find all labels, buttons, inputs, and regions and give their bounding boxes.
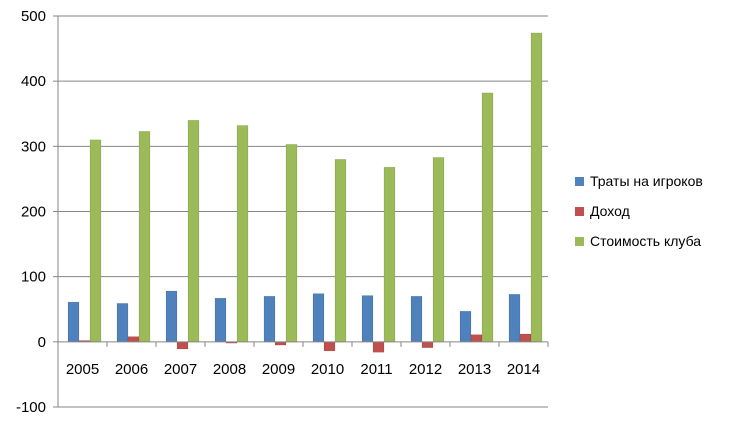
x-tick-label: 2006 (115, 361, 148, 378)
y-tick-label: 100 (21, 269, 46, 286)
bar-Траты на игроков-2008 (214, 297, 227, 343)
bar-Доход-2012 (421, 341, 434, 348)
bar-Доход-2011 (372, 341, 385, 353)
bar-Траты на игроков-2011 (361, 295, 374, 343)
bar-Стоимость клуба-2008 (236, 125, 249, 343)
x-tick-label: 2009 (262, 361, 295, 378)
bar-Траты на игроков-2010 (312, 293, 325, 343)
bar-Стоимость клуба-2007 (187, 119, 200, 343)
y-tick-label: 200 (21, 204, 46, 221)
y-axis-tick-labels: -100 0 100 200 300 400 500 (16, 8, 46, 416)
y-tick-label: 400 (21, 73, 46, 90)
y-tick-label: -100 (16, 399, 46, 416)
legend-swatch (575, 177, 584, 186)
bar-Доход-2006 (127, 336, 140, 343)
bar-Траты на игроков-2014 (508, 293, 521, 343)
x-tick-label: 2005 (66, 361, 99, 378)
axes (57, 16, 549, 407)
legend: Траты на игроков Доход Стоимость клуба (575, 173, 703, 249)
bar-Стоимость клуба-2006 (138, 131, 151, 343)
x-tick-label: 2013 (458, 361, 491, 378)
bar-Стоимость клуба-2012 (432, 157, 445, 343)
bar-Траты на игроков-2005 (67, 301, 80, 343)
bar-Стоимость клуба-2011 (383, 166, 396, 343)
bar-Доход-2013 (470, 334, 483, 343)
bar-Траты на игроков-2006 (116, 303, 129, 343)
bar-Стоимость клуба-2014 (530, 32, 543, 343)
x-tick-label: 2011 (360, 361, 392, 378)
bar-Доход-2007 (176, 341, 189, 350)
y-tick-label: 300 (21, 138, 46, 155)
x-tick-label: 2007 (164, 361, 197, 378)
bar-Стоимость клуба-2013 (481, 92, 494, 343)
bar-Стоимость клуба-2009 (285, 144, 298, 343)
bar-Стоимость клуба-2005 (89, 139, 102, 343)
y-tick-label: 0 (38, 334, 46, 351)
x-axis-tick-labels: 2005 2006 2007 2008 2009 2010 2011 2012 2013 2014 (66, 361, 540, 378)
bar-Траты на игроков-2013 (459, 310, 472, 343)
legend-label: Доход (590, 203, 630, 219)
legend-swatch (575, 207, 584, 216)
x-tick-label: 2012 (409, 361, 442, 378)
bar-Траты на игроков-2012 (410, 295, 423, 343)
x-tick-label: 2014 (507, 361, 540, 378)
y-tick-label: 500 (21, 8, 46, 25)
bar-Траты на игроков-2007 (165, 290, 178, 343)
x-tick-label: 2010 (311, 361, 344, 378)
bar-Стоимость клуба-2010 (334, 159, 347, 343)
legend-label: Стоимость клуба (590, 233, 701, 249)
bar-Доход-2014 (519, 333, 532, 343)
legend-swatch (575, 237, 584, 246)
legend-label: Траты на игроков (590, 173, 703, 189)
bar-Траты на игроков-2009 (263, 295, 276, 343)
x-tick-label: 2008 (213, 361, 246, 378)
bar-Доход-2010 (323, 341, 336, 352)
gridlines (53, 15, 548, 408)
